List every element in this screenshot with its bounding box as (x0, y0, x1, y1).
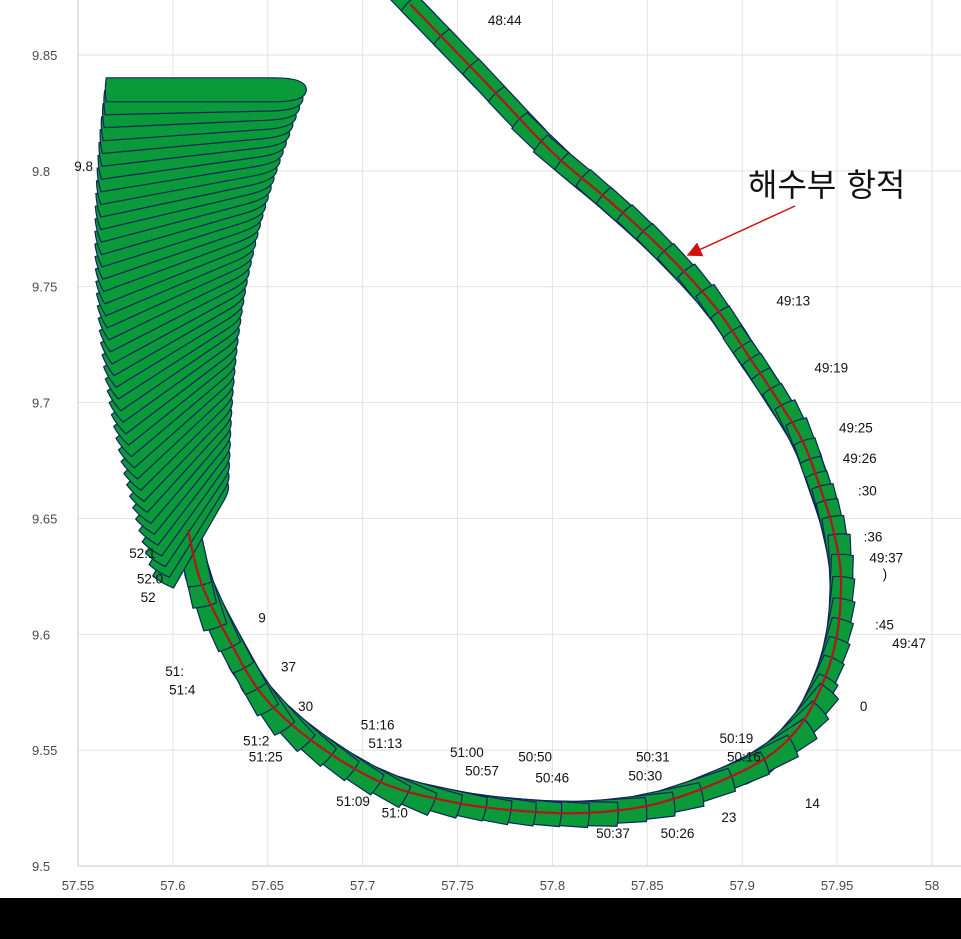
time-label: 50:37 (596, 826, 630, 841)
y-tick-label: 9.55 (32, 743, 57, 758)
track-line (187, 3, 843, 815)
vessel-outlines (94, 0, 856, 829)
y-tick-label: 9.65 (32, 511, 57, 526)
y-tick-label: 9.6 (32, 627, 50, 642)
time-label: 9 (258, 611, 266, 626)
time-label: 48:44 (488, 13, 522, 28)
time-label: 51:0 (382, 805, 408, 820)
y-tick-label: 9.7 (32, 396, 50, 411)
time-label: ) (883, 567, 888, 582)
x-tick-label: 57.8 (540, 878, 565, 893)
time-labels: 48:44 49:13 49:19 49:25 49:26 :30 :36 49:37) :45… (74, 13, 926, 841)
track (187, 3, 843, 815)
time-label: 23 (721, 810, 736, 825)
x-tick-label: 57.6 (160, 878, 185, 893)
time-label: 49:13 (776, 293, 810, 308)
time-label: 50:26 (661, 826, 695, 841)
bottom-bar (0, 898, 961, 939)
time-label: :30 (858, 483, 877, 498)
time-label: 51:4 (169, 683, 196, 698)
time-label: 49:47 (892, 636, 926, 651)
time-label: 49:37 (869, 550, 903, 565)
time-label: 50:16 (727, 750, 761, 765)
y-tick-label: 9.85 (32, 48, 57, 63)
annotation-label: 해수부 항적 (748, 166, 905, 204)
time-label: 52:1 (129, 546, 155, 561)
time-label: 50:57 (465, 764, 499, 779)
time-label: 51:00 (450, 745, 484, 760)
axes: 57.55 57.6 57.65 57.7 57.75 57.8 57.85 57.9 57.9… (32, 0, 961, 893)
time-label: 51:2 (243, 734, 269, 749)
time-label: 52:0 (137, 571, 163, 586)
x-tick-label: 57.75 (441, 878, 474, 893)
time-label: 30 (298, 699, 313, 714)
time-label: 50:50 (518, 750, 552, 765)
x-tick-label: 58 (925, 878, 939, 893)
y-tick-label: 9.5 (32, 859, 50, 874)
x-tick-label: 57.65 (252, 878, 285, 893)
time-label: 49:26 (843, 451, 877, 466)
vessel-outline (104, 77, 307, 103)
x-tick-label: 57.95 (821, 878, 854, 893)
time-label: 50:46 (535, 771, 569, 786)
time-label: 50:19 (719, 731, 753, 746)
chart-svg: 57.55 57.6 57.65 57.7 57.75 57.8 57.85 57.9 57.9… (32, 0, 961, 893)
time-label: 14 (805, 796, 821, 811)
time-label: 52 (141, 590, 156, 605)
x-tick-label: 57.7 (350, 878, 375, 893)
y-tick-label: 9.75 (32, 280, 57, 295)
time-label: :36 (864, 530, 883, 545)
time-label: 49:25 (839, 421, 873, 436)
time-label: 0 (860, 699, 868, 714)
time-label: :45 (875, 618, 894, 633)
x-tick-label: 57.85 (631, 878, 664, 893)
time-label: 51:25 (249, 750, 283, 765)
annotation: 해수부 항적 (686, 166, 905, 257)
time-label: 51:16 (361, 717, 395, 732)
x-tick-label: 57.55 (62, 878, 95, 893)
time-label: 50:30 (628, 768, 662, 783)
time-label: 50:31 (636, 750, 670, 765)
y-tick-label: 9.8 (32, 164, 50, 179)
time-label: 51:13 (368, 736, 402, 751)
time-label: 51:09 (336, 794, 370, 809)
annotation-arrow (686, 205, 796, 257)
time-label: 9.8 (74, 159, 93, 174)
time-label: 51: (165, 664, 184, 679)
x-tick-label: 57.9 (730, 878, 755, 893)
time-label: 37 (281, 659, 296, 674)
time-label: 49:19 (814, 360, 848, 375)
